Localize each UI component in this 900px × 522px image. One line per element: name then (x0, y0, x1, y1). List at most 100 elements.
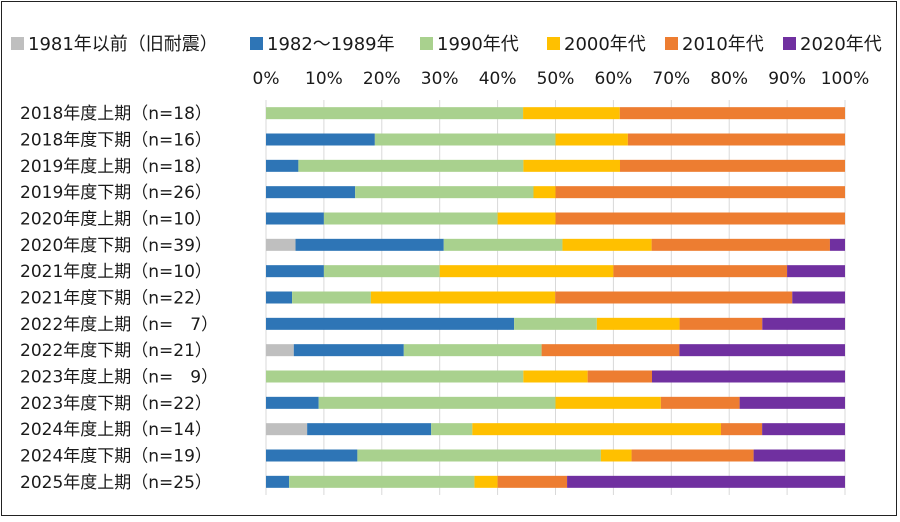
legend-item: 2000年代 (547, 34, 646, 55)
bar-segment (472, 423, 721, 436)
bar-segment (355, 186, 534, 199)
bar-row (266, 396, 845, 409)
x-tick-label: 70% (652, 69, 690, 89)
bar-segment (289, 475, 475, 488)
bar-segment (562, 238, 652, 251)
x-tick-label: 20% (363, 69, 401, 89)
bar-segment (439, 265, 614, 278)
bar-segment (357, 449, 601, 462)
legend-label: 2020年代 (800, 34, 882, 55)
bar-segment (497, 212, 556, 225)
legend-item: 1981年以前（旧耐震） (11, 34, 218, 55)
bar-segment (720, 423, 763, 436)
category-label: 2023年度上期（n= 9） (20, 368, 218, 388)
bar-segment (762, 317, 845, 330)
x-tick-label: 30% (421, 69, 459, 89)
bar-segment (266, 449, 358, 462)
bar-segment (792, 291, 845, 304)
bar-segment (829, 238, 845, 251)
bar-segment (323, 265, 440, 278)
bar-segment (555, 186, 845, 199)
category-label: 2022年度下期（n=21） (20, 341, 212, 361)
bar-segment (587, 370, 652, 383)
category-label: 2022年度上期（n= 7） (20, 315, 218, 335)
x-tick-label: 10% (305, 69, 343, 89)
bar-row (266, 423, 845, 436)
bar-row (266, 317, 845, 330)
category-label: 2020年度上期（n=10） (20, 210, 212, 230)
bar-segment (523, 370, 588, 383)
x-axis-tick-labels: 0% 10% 20% 30% 40% 50% 60% 70% 80% 90% 100% (253, 69, 870, 89)
category-label: 2019年度上期（n=18） (20, 157, 212, 177)
category-label: 2024年度上期（n=14） (20, 420, 212, 440)
legend-label: 1981年以前（旧耐震） (28, 34, 218, 55)
bar-segment (533, 186, 556, 199)
category-label: 2018年度下期（n=16） (20, 131, 212, 151)
bar-segment (660, 396, 740, 409)
category-label: 2023年度下期（n=22） (20, 394, 212, 414)
bar-segment (631, 449, 754, 462)
bar-segment (292, 291, 371, 304)
legend-swatch (11, 37, 24, 50)
legend-swatch (783, 37, 796, 50)
bar-segment (370, 291, 556, 304)
legend-swatch (547, 37, 560, 50)
bar-segment (266, 396, 319, 409)
category-label: 2019年度下期（n=26） (20, 183, 212, 203)
bar-segment (323, 212, 498, 225)
bar-segment (613, 265, 788, 278)
bar-segment (266, 265, 324, 278)
bar-segment (555, 133, 628, 146)
bar-segment (514, 317, 597, 330)
x-tick-label: 60% (595, 69, 633, 89)
category-label: 2018年度上期（n=18） (20, 104, 212, 124)
category-label: 2024年度下期（n=19） (20, 447, 212, 467)
bar-segment (787, 265, 845, 278)
bar-segment (679, 344, 845, 357)
bar-segment (541, 344, 680, 357)
legend-swatch (665, 37, 678, 50)
bar-segment (474, 475, 498, 488)
bar-segment (753, 449, 845, 462)
bar-segment (295, 238, 444, 251)
x-tick-label: 50% (537, 69, 575, 89)
legend-label: 2000年代 (564, 34, 646, 55)
x-tick-label: 40% (479, 69, 517, 89)
bar-segment (739, 396, 845, 409)
legend: 1981年以前（旧耐震） 1982～1989年 1990年代 2000年代 2010年代… (11, 34, 882, 55)
bar-row (266, 238, 845, 251)
bar-segment (652, 370, 845, 383)
bar-row (266, 159, 845, 172)
bar-segment (374, 133, 556, 146)
bar-segment (266, 238, 296, 251)
bar-segment (266, 107, 524, 120)
bar-segment (266, 212, 324, 225)
category-label: 2020年度下期（n=39） (20, 236, 212, 256)
category-labels: 2018年度上期（n=18） 2018年度下期（n=16） 2019年度上期（n=1… (20, 104, 218, 493)
bar-segment (431, 423, 473, 436)
legend-item: 2010年代 (665, 34, 764, 55)
bar-segment (293, 344, 404, 357)
bar-segment (596, 317, 680, 330)
bar-row (266, 370, 845, 383)
bar-segment (307, 423, 432, 436)
bar-segment (523, 159, 620, 172)
legend-item: 2020年代 (783, 34, 882, 55)
bar-segment (266, 133, 375, 146)
bar-row (266, 265, 845, 278)
bar-segment (600, 449, 632, 462)
bar-row (266, 344, 845, 357)
x-tick-label: 90% (768, 69, 806, 89)
bar-segment (266, 423, 308, 436)
legend-label: 2010年代 (682, 34, 764, 55)
bar-row (266, 475, 845, 488)
legend-label: 1982～1989年 (267, 34, 395, 55)
bar-row (266, 449, 845, 462)
legend-item: 1990年代 (420, 34, 519, 55)
bar-row (266, 133, 845, 146)
bar-segment (298, 159, 524, 172)
bars (266, 107, 845, 488)
bar-segment (318, 396, 556, 409)
bar-row (266, 186, 845, 199)
